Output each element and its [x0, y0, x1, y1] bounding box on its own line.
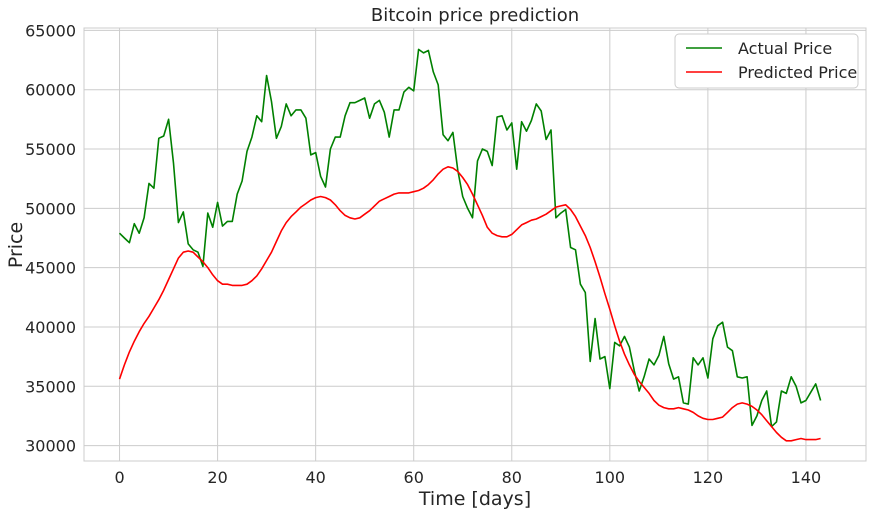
y-tick-label: 50000 — [25, 199, 76, 218]
x-tick-label: 60 — [404, 468, 424, 487]
x-tick-label: 40 — [305, 468, 325, 487]
x-tick-label: 80 — [502, 468, 522, 487]
y-tick-label: 45000 — [25, 259, 76, 278]
grid — [84, 28, 866, 461]
y-tick-label: 55000 — [25, 140, 76, 159]
x-tick-label: 120 — [693, 468, 724, 487]
y-tick-label: 35000 — [25, 377, 76, 396]
legend-label-actual: Actual Price — [738, 39, 832, 58]
y-tick-label: 60000 — [25, 81, 76, 100]
x-tick-label: 0 — [114, 468, 124, 487]
plot-frame — [83, 27, 867, 462]
x-axis-title: Time [days] — [418, 488, 531, 510]
series-group — [118, 48, 822, 442]
x-tick-label: 100 — [595, 468, 626, 487]
series-line-predicted-price — [118, 166, 821, 442]
legend-label-predicted: Predicted Price — [738, 63, 857, 82]
series-line-actual-price — [118, 48, 822, 428]
x-tick-label: 140 — [791, 468, 822, 487]
legend: Actual Price Predicted Price — [674, 33, 859, 89]
y-tick-label: 30000 — [25, 437, 76, 456]
y-tick-label: 65000 — [25, 21, 76, 40]
y-tick-label: 40000 — [25, 318, 76, 337]
y-axis-title: Price — [5, 222, 27, 268]
x-tick-label: 20 — [207, 468, 227, 487]
tick-labels: 0 20 40 60 80 100 120 140 30000 35000 40000 45000 50… — [25, 21, 821, 487]
chart-title: Bitcoin price prediction — [371, 5, 579, 26]
